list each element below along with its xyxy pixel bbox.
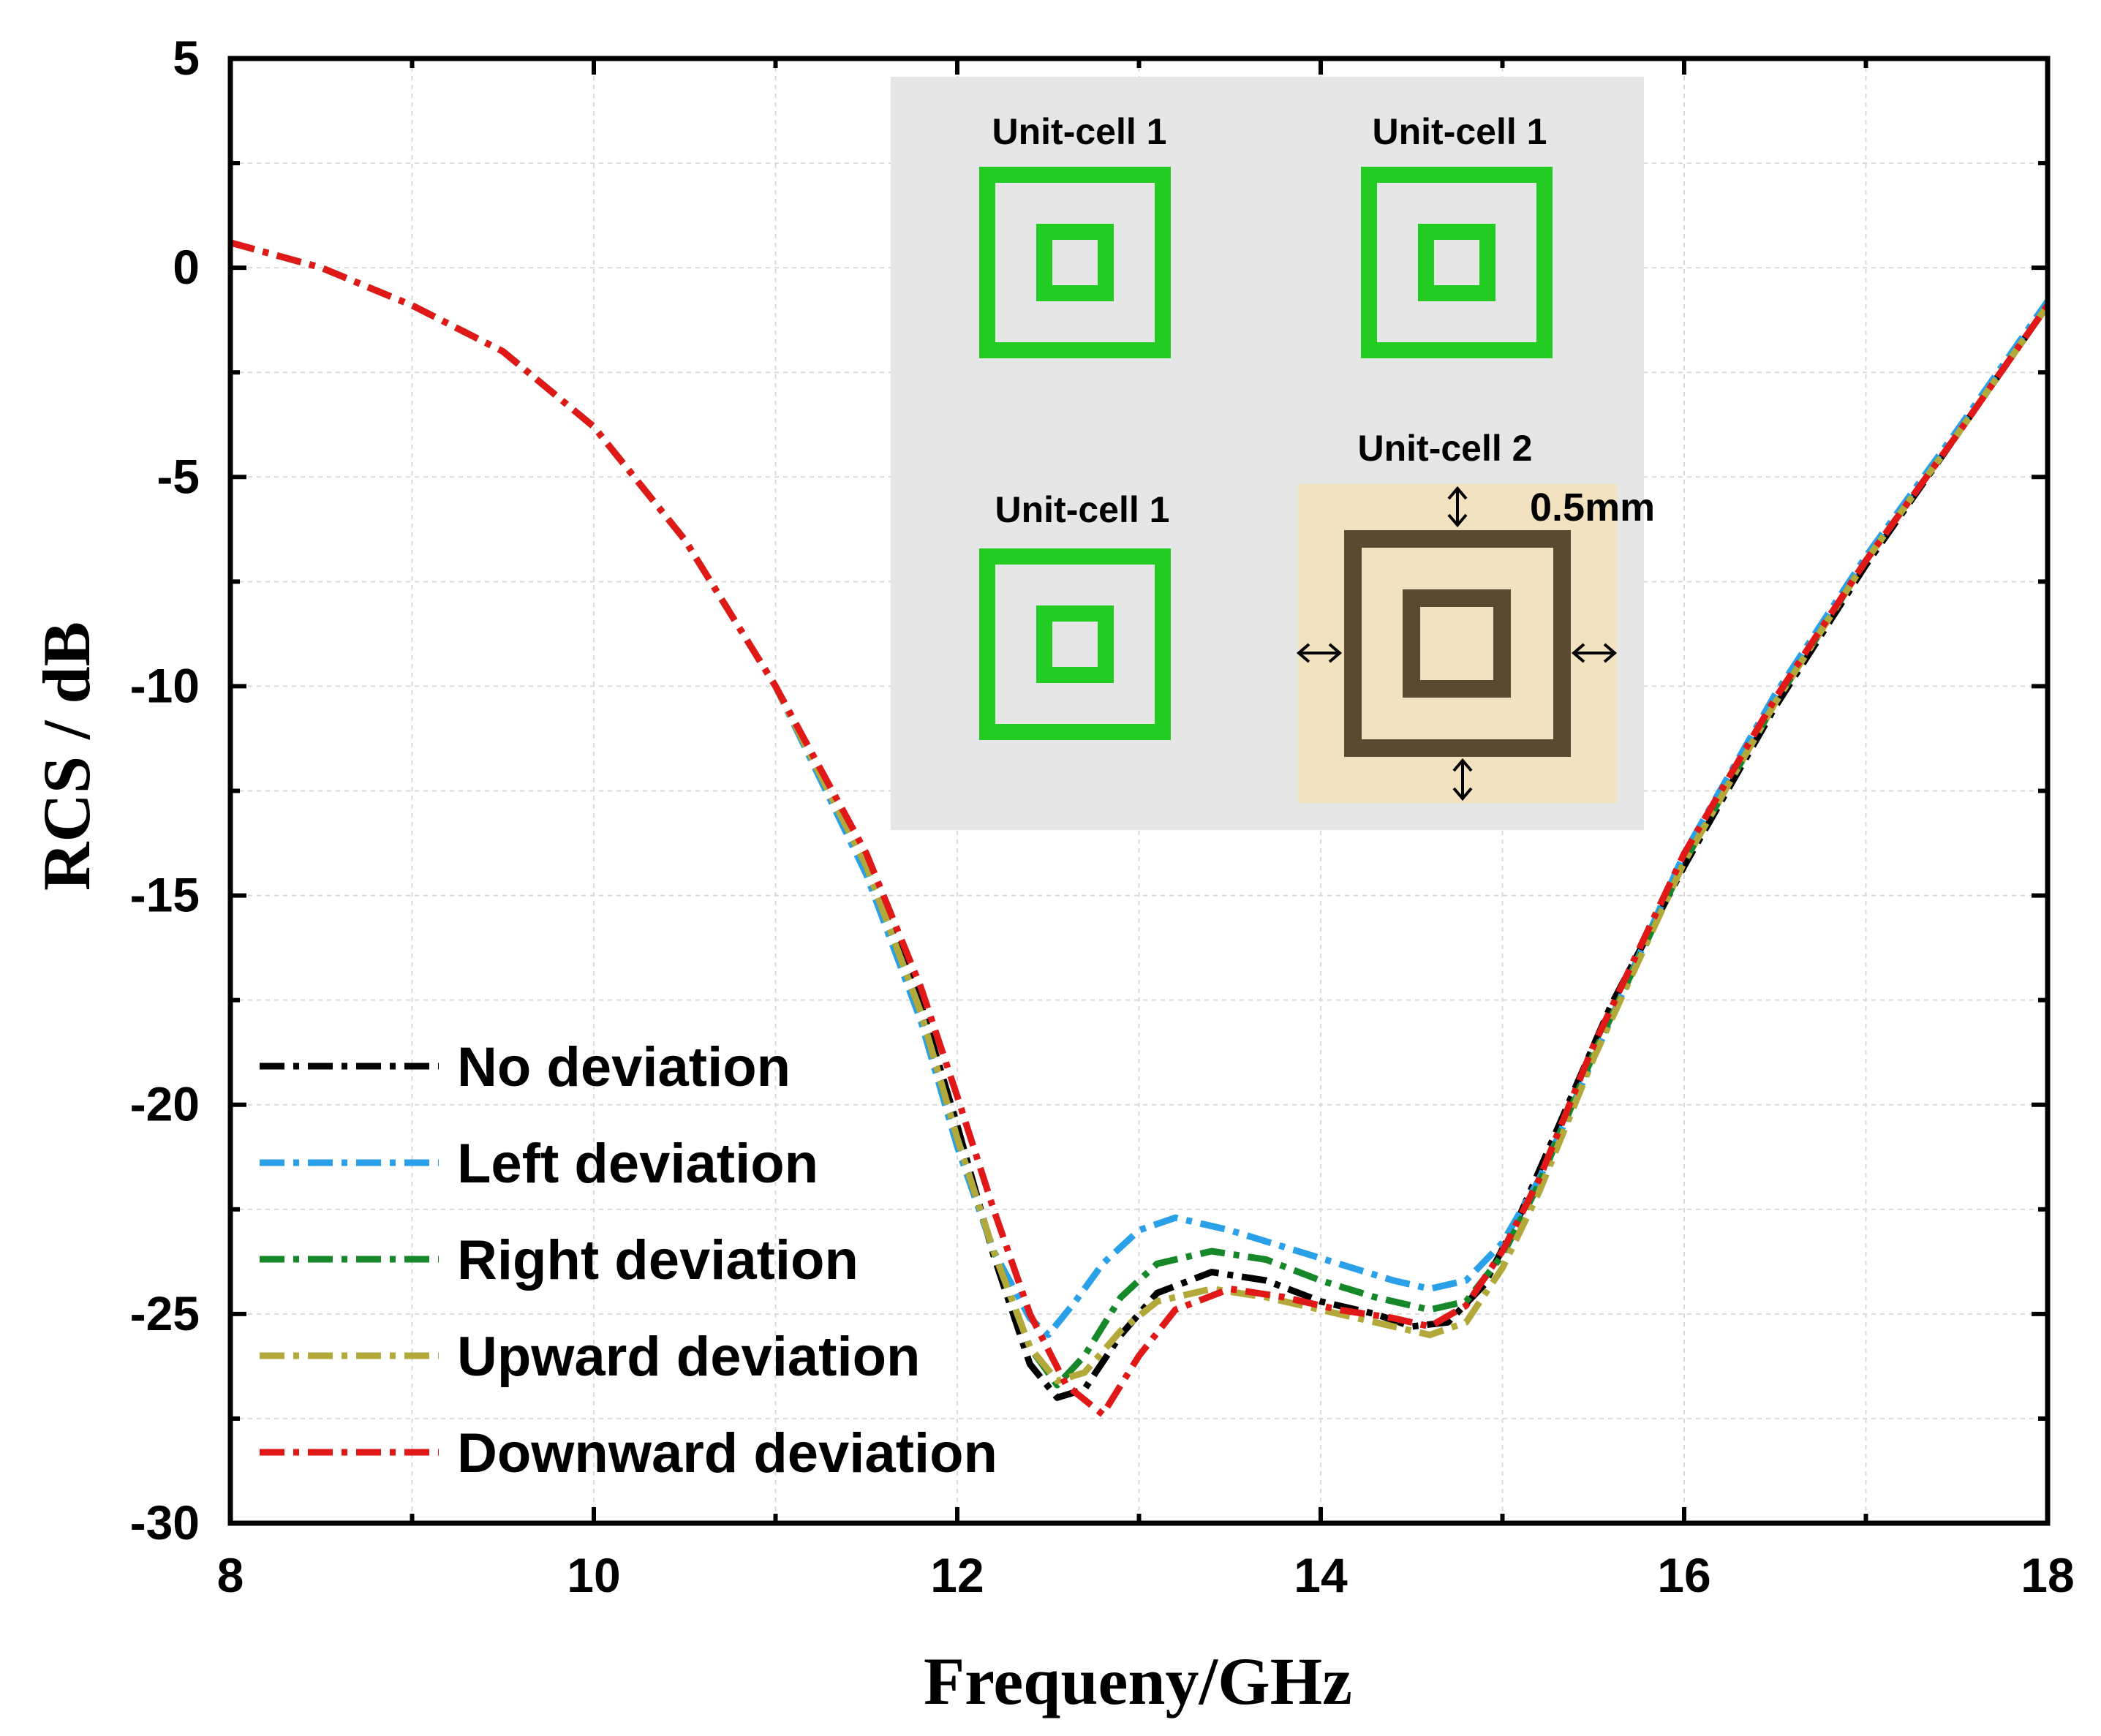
y-tick-label: -20 <box>130 1077 200 1131</box>
inset-label-top-right: Unit-cell 1 <box>1373 111 1547 152</box>
x-axis-title: Frequeny/GHz <box>924 1644 1352 1718</box>
inner-ring <box>1418 224 1495 301</box>
outer-ring <box>979 548 1171 740</box>
inner-ring <box>1403 589 1511 698</box>
x-tick-label: 12 <box>930 1548 984 1602</box>
arrow-left-icon <box>1296 643 1343 663</box>
x-tick-label: 14 <box>1294 1548 1348 1602</box>
unit-cell-inset: Unit-cell 1 Unit-cell 1 Unit-cell 1 Unit… <box>891 77 1655 830</box>
dimension-arrows <box>1296 486 1618 801</box>
x-tick-label: 8 <box>217 1548 244 1602</box>
inner-ring <box>1036 605 1114 683</box>
y-tick-label: 0 <box>173 240 200 294</box>
unit-cell-1-top-right <box>1361 167 1553 358</box>
outer-ring <box>1361 167 1553 358</box>
y-tick-label: -5 <box>156 449 200 503</box>
y-tick-label: -25 <box>130 1286 200 1340</box>
outer-ring <box>979 167 1171 358</box>
x-tick-label: 10 <box>567 1548 620 1602</box>
legend-label: No deviation <box>457 1036 791 1098</box>
legend-label: Right deviation <box>457 1229 859 1291</box>
inner-ring <box>1036 224 1114 301</box>
y-axis-title: RCS / dB <box>29 622 104 891</box>
arrow-right-icon <box>1571 643 1618 663</box>
y-tick-label: -15 <box>130 868 200 922</box>
y-tick-label: -10 <box>130 658 200 712</box>
y-tick-label: -30 <box>130 1495 200 1550</box>
series-line-downward-deviation <box>229 239 2051 1418</box>
inset-label-bottom-right: Unit-cell 2 <box>1358 428 1533 469</box>
series-line-no-deviation <box>229 239 2051 1401</box>
unit-cell-2 <box>1298 484 1617 803</box>
x-tick-label: 18 <box>2021 1548 2074 1602</box>
legend-label: Upward deviation <box>457 1326 920 1388</box>
dimension-label: 0.5mm <box>1530 486 1655 529</box>
series-layer <box>229 239 2051 1418</box>
legend: No deviation Left deviation Right deviatio… <box>260 1036 997 1484</box>
axes: 8 10 12 14 16 18 5 0 -5 -10 -15 -20 -25 -30 <box>130 31 2075 1602</box>
inset-label-bottom-left: Unit-cell 1 <box>995 489 1170 530</box>
x-tick-label: 16 <box>1657 1548 1710 1602</box>
arrow-up-icon <box>1447 486 1468 528</box>
inset-label-top-left: Unit-cell 1 <box>992 111 1167 152</box>
legend-label: Left deviation <box>457 1133 818 1195</box>
unit-cell-1-bottom-left <box>979 548 1171 740</box>
unit-cell-1-top-left <box>979 167 1171 358</box>
arrow-down-icon <box>1452 758 1473 801</box>
legend-label: Downward deviation <box>457 1422 997 1484</box>
outer-ring <box>1344 530 1571 757</box>
y-tick-label: 5 <box>173 31 200 85</box>
